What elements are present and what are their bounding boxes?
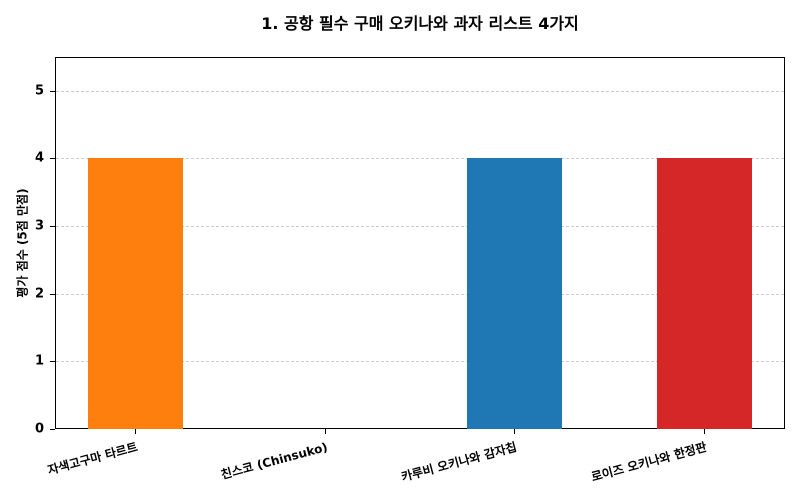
bar-royce-okinawa xyxy=(657,158,752,429)
x-tick-mark xyxy=(135,429,136,434)
y-axis-label: 평가 점수 (5점 만점) xyxy=(15,188,30,298)
x-tick-mark xyxy=(514,429,515,434)
bar-purple-sweet-potato-tart xyxy=(88,158,183,429)
y-tick-label: 3 xyxy=(34,218,44,234)
y-tick-label: 2 xyxy=(34,286,44,302)
y-tick-label: 0 xyxy=(34,421,44,437)
y-tick-label: 1 xyxy=(34,353,44,369)
x-tick-mark xyxy=(325,429,326,434)
y-tick-mark xyxy=(50,361,55,362)
y-tick-label: 4 xyxy=(34,150,44,166)
plot-area xyxy=(55,57,785,429)
x-tick-label: 로이즈 오키나와 한정판 xyxy=(589,439,709,485)
gridline-3 xyxy=(56,226,784,227)
chart-title: 1. 공항 필수 구매 오키나와 과자 리스트 4가지 xyxy=(261,14,579,33)
y-tick-mark xyxy=(50,158,55,159)
x-tick-label: 카루비 오키나와 감자칩 xyxy=(399,439,519,485)
x-tick-mark xyxy=(704,429,705,434)
x-tick-label: 자색고구마 타르트 xyxy=(46,439,140,478)
gridline-1 xyxy=(56,361,784,362)
y-tick-mark xyxy=(50,91,55,92)
y-tick-mark xyxy=(50,226,55,227)
y-tick-mark xyxy=(50,294,55,295)
gridline-2 xyxy=(56,294,784,295)
y-tick-mark xyxy=(50,429,55,430)
bar-calbee-chips xyxy=(467,158,562,429)
gridline-4 xyxy=(56,158,784,159)
gridline-5 xyxy=(56,91,784,92)
y-tick-label: 5 xyxy=(34,83,44,99)
x-tick-label: 친스코 (Chinsuko) xyxy=(219,439,330,482)
